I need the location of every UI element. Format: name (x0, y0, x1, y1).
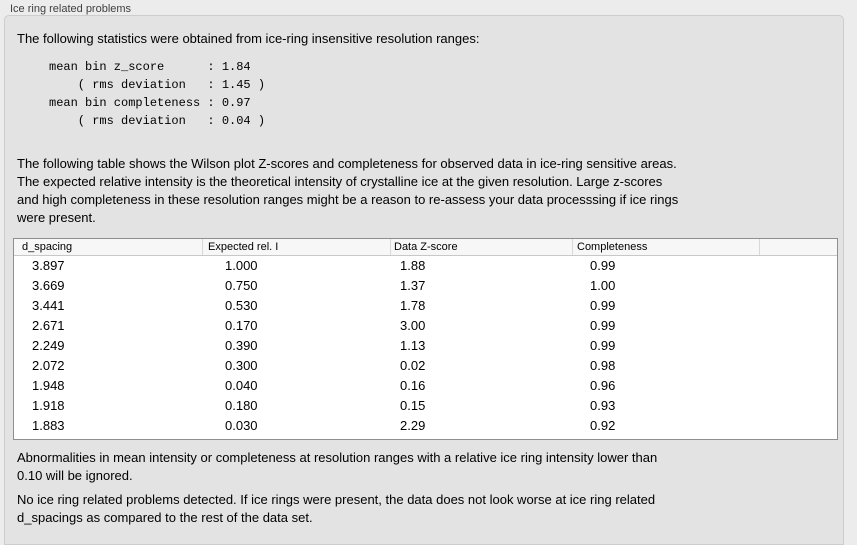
table-row[interactable]: 3.441 0.530 1.78 0.99 (14, 296, 837, 316)
column-header-data-z-score[interactable]: Data Z-score (390, 239, 572, 255)
table-cell: 3.441 (32, 298, 65, 313)
table-cell: 0.93 (590, 398, 616, 413)
table-cell: 1.000 (225, 258, 258, 273)
table-row[interactable]: 1.883 0.030 2.29 0.92 (14, 416, 837, 436)
table-cell: 3.00 (400, 318, 426, 333)
table-row[interactable]: 1.948 0.040 0.16 0.96 (14, 376, 837, 396)
table-cell: 0.99 (590, 338, 616, 353)
table-cell: 2.249 (32, 338, 65, 353)
table-description-text: The following table shows the Wilson plo… (17, 156, 679, 225)
ice-ring-table: d_spacing Expected rel. I Data Z-score Comp… (13, 238, 838, 440)
table-cell: 0.300 (225, 358, 258, 373)
ice-ring-groupbox: The following statistics were obtained f… (4, 15, 844, 545)
table-row[interactable]: 2.072 0.300 0.02 0.98 (14, 356, 837, 376)
table-cell: 0.99 (590, 298, 616, 313)
table-cell: 1.13 (400, 338, 426, 353)
table-cell: 0.99 (590, 318, 616, 333)
table-row[interactable]: 2.671 0.170 3.00 0.99 (14, 316, 837, 336)
table-cell: 0.750 (225, 278, 258, 293)
column-header-expected-rel-i[interactable]: Expected rel. I (202, 239, 390, 255)
table-cell: 0.040 (225, 378, 258, 393)
table-cell: 3.897 (32, 258, 65, 273)
table-cell: 3.669 (32, 278, 65, 293)
table-cell: 0.92 (590, 418, 616, 433)
table-cell: 0.180 (225, 398, 258, 413)
table-cell: 1.88 (400, 258, 426, 273)
table-row[interactable]: 3.669 0.750 1.37 1.00 (14, 276, 837, 296)
table-row[interactable]: 1.918 0.180 0.15 0.93 (14, 396, 837, 416)
table-cell: 0.390 (225, 338, 258, 353)
column-header-spacer (759, 239, 837, 255)
table-cell: 0.98 (590, 358, 616, 373)
table-cell: 0.16 (400, 378, 426, 393)
table-cell: 1.37 (400, 278, 426, 293)
panel-title: Ice ring related problems (10, 3, 132, 15)
table-cell: 0.02 (400, 358, 426, 373)
table-cell: 0.170 (225, 318, 258, 333)
table-cell: 2.671 (32, 318, 65, 333)
column-header-completeness[interactable]: Completeness (572, 239, 759, 255)
table-cell: 0.530 (225, 298, 258, 313)
stats-intro-text: The following statistics were obtained f… (17, 31, 480, 46)
table-cell: 1.78 (400, 298, 426, 313)
column-header-d-spacing[interactable]: d_spacing (22, 241, 73, 253)
table-cell: 0.99 (590, 258, 616, 273)
table-cell: 2.072 (32, 358, 65, 373)
ignore-threshold-note: Abnormalities in mean intensity or compl… (17, 450, 658, 483)
table-cell: 1.00 (590, 278, 616, 293)
table-cell: 0.030 (225, 418, 258, 433)
conclusion-text: No ice ring related problems detected. I… (17, 492, 656, 525)
table-cell: 1.883 (32, 418, 65, 433)
table-cell: 2.29 (400, 418, 426, 433)
table-cell: 0.96 (590, 378, 616, 393)
stats-block: mean bin z_score : 1.84 ( rms deviation … (49, 60, 266, 128)
table-row[interactable]: 2.249 0.390 1.13 0.99 (14, 336, 837, 356)
table-cell: 0.15 (400, 398, 426, 413)
table-row[interactable]: 3.897 1.000 1.88 0.99 (14, 256, 837, 276)
table-cell: 1.918 (32, 398, 65, 413)
table-cell: 1.948 (32, 378, 65, 393)
table-body: 3.897 1.000 1.88 0.99 3.669 0.750 1.37 1.00 3.44… (14, 256, 837, 436)
table-header-row: d_spacing Expected rel. I Data Z-score Comp… (14, 239, 837, 256)
